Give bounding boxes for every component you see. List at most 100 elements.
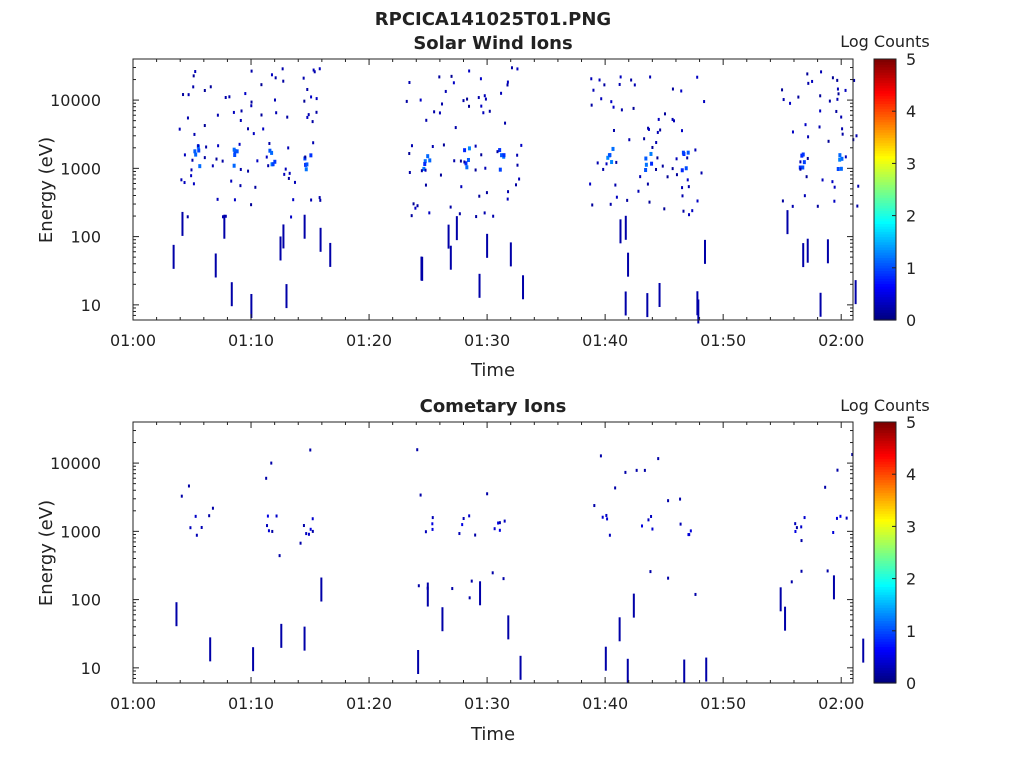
colorbar-segment [874, 500, 896, 504]
x-tick-label: 01:10 [228, 694, 274, 713]
spectrogram-cell [180, 178, 183, 182]
spectrogram-cell [254, 185, 257, 189]
colorbar-segment [874, 534, 896, 538]
colorbar-segment [874, 296, 896, 300]
spectrogram-cell [424, 183, 427, 187]
spectrogram-cell [610, 160, 614, 165]
spectrogram-cell [175, 602, 178, 627]
spectrogram-cell [801, 152, 805, 157]
colorbar-segment [874, 495, 896, 499]
spectrogram-cell [424, 168, 427, 172]
y-tick-label: 1000 [60, 159, 101, 178]
spectrogram-cell [832, 530, 835, 534]
spectrogram-cell [230, 179, 233, 183]
spectrogram-cell [183, 153, 186, 157]
spectrogram-cell [686, 178, 689, 182]
spectrogram-cell [233, 198, 236, 202]
spectrogram-cell [309, 527, 312, 531]
x-tick-label: 01:50 [700, 331, 746, 350]
colorbar-segment [874, 505, 896, 509]
spectrogram-cell [312, 141, 315, 145]
colorbar-segment [874, 596, 896, 601]
spectrogram-cell [845, 516, 848, 520]
colorbar-segment [874, 220, 896, 225]
colorbar-segment [874, 502, 896, 507]
spectrogram-cell [675, 173, 678, 177]
spectrogram-cell [643, 137, 646, 141]
colorbar-segment [874, 152, 896, 157]
colorbar-tick-label: 4 [906, 465, 916, 484]
colorbar-segment [874, 252, 896, 256]
colorbar-segment [874, 197, 896, 201]
spectrogram-cell [195, 533, 198, 537]
spectrogram-cell [278, 554, 281, 558]
spectrogram-cell [605, 513, 608, 517]
spectrogram-cell [602, 167, 605, 171]
spectrogram-cell [673, 119, 676, 123]
colorbar-segment [874, 160, 896, 164]
spectrogram-cell [192, 182, 195, 186]
spectrogram-cell [641, 524, 644, 528]
spectrogram-cell [819, 94, 822, 98]
colorbar-segment [874, 92, 896, 97]
spectrogram-cell [700, 171, 703, 175]
spectrogram-cell [837, 92, 840, 96]
spectrogram-cell [284, 167, 287, 171]
spectrogram-cell [447, 224, 450, 249]
spectrogram-cell [647, 127, 650, 131]
spectrogram-cell [609, 202, 612, 206]
spectrogram-cell [630, 78, 633, 82]
colorbar-segment [874, 74, 896, 78]
spectrogram-cell [832, 575, 835, 600]
colorbar-segment [874, 192, 896, 196]
spectrogram-cell [311, 529, 314, 533]
spectrogram-cell [462, 517, 465, 521]
colorbar-segment [874, 468, 896, 473]
figure-title: RPCICA141025T01.PNG [375, 9, 611, 30]
spectrogram-cell [416, 448, 419, 452]
spectrogram-cell [687, 533, 690, 537]
spectrogram-cell [703, 100, 706, 104]
spectrogram-cell [611, 146, 615, 151]
spectrogram-cell [304, 155, 307, 159]
colorbar-segment [874, 518, 896, 522]
colorbar-tick-label: 5 [906, 413, 916, 432]
colorbar-segment [874, 515, 896, 520]
spectrogram-cell [433, 110, 436, 114]
spectrogram-cell [208, 514, 211, 518]
spectrogram-cell [688, 213, 691, 217]
spectrogram-cell [836, 78, 839, 82]
spectrogram-cell [614, 183, 617, 187]
colorbar-segment [874, 450, 896, 454]
spectrogram-cell [615, 160, 618, 164]
spectrogram-cell [194, 70, 197, 74]
colorbar-segment [874, 435, 896, 439]
colorbar-segment [874, 275, 896, 279]
spectrogram-cell [799, 167, 802, 171]
spectrogram-cell [667, 499, 670, 503]
y-tick-label: 1000 [60, 522, 101, 541]
spectrogram-cell [480, 104, 483, 108]
colorbar-segment [874, 317, 896, 321]
spectrogram-cell [464, 161, 468, 166]
spectrogram-cell [267, 529, 270, 533]
spectrogram-cell [477, 96, 480, 100]
spectrogram-cell [506, 197, 509, 201]
spectrogram-cell [781, 199, 784, 203]
spectrogram-cell [853, 78, 856, 82]
colorbar-frame [873, 421, 897, 684]
spectrogram-cell [182, 93, 185, 97]
y-tick-label: 100 [70, 228, 101, 247]
spectrogram-cell [506, 80, 509, 84]
spectrogram-cell [482, 111, 485, 115]
colorbar-segment [874, 139, 896, 144]
colorbar-segment [874, 442, 896, 447]
spectrogram-cell [438, 111, 441, 115]
spectrogram-cell [681, 150, 685, 155]
spectrogram-cell [694, 148, 697, 152]
spectrogram-cell [194, 152, 198, 157]
spectrogram-cell [651, 145, 654, 149]
spectrogram-cell [216, 197, 219, 201]
spectrogram-cell [408, 81, 411, 85]
spectrogram-cell [483, 94, 486, 98]
